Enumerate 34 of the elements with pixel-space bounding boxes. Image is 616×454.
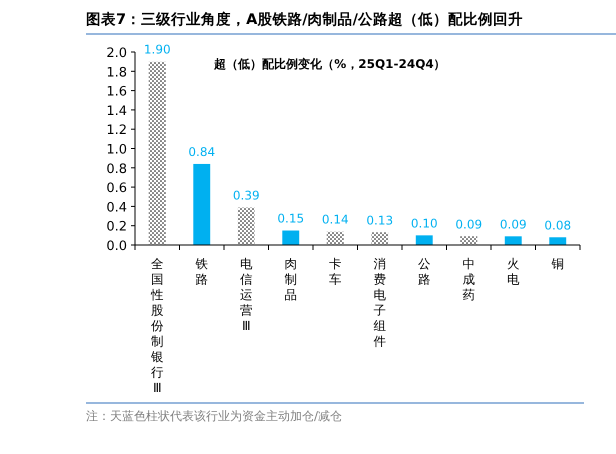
x-tick-label: 卡车 [328, 256, 342, 286]
y-tick-label: 0.4 [106, 200, 127, 216]
x-tick-label: 铜 [550, 256, 564, 271]
y-tick-label: 0.2 [106, 220, 127, 235]
y-tick-label: 1.8 [106, 65, 127, 80]
data-label: 0.10 [410, 216, 438, 230]
x-tick-label: 中成药 [462, 256, 476, 302]
data-label: 0.09 [500, 217, 527, 232]
x-tick-label: 铁路 [194, 256, 208, 286]
category-label: 全国性股份制银行Ⅲ [150, 256, 164, 395]
data-label: 0.09 [455, 217, 482, 232]
data-label: 0.15 [277, 212, 304, 226]
data-label: 0.13 [366, 213, 394, 228]
y-tick-label: 0.6 [106, 181, 127, 196]
y-tick-label: 0.0 [106, 239, 127, 254]
x-tick-label: 肉制品 [284, 256, 298, 302]
text: 超（低）配比例变化（%，25Q1-24Q4） [213, 57, 446, 71]
x-tick-label: 公路 [418, 256, 431, 286]
y-tick-label: 1.4 [106, 104, 127, 119]
data-label: 0.84 [188, 144, 216, 159]
x-tick-label: 电信运营Ⅲ [240, 256, 253, 333]
y-tick-label: 1.2 [106, 123, 127, 138]
y-tick-label: 1.0 [106, 142, 127, 158]
y-tick-label: 2.0 [106, 46, 127, 61]
data-label: 0.08 [544, 218, 572, 232]
data-label: 0.14 [322, 212, 349, 226]
data-label: 0.39 [232, 188, 260, 202]
chart-title: 图表7：三级行业角度，A股铁路/肉制品/公路超（低）配比例回升 [86, 10, 523, 28]
text: 注：天蓝色柱状代表该行业为资金主动加仓/减仓 [86, 409, 342, 423]
x-tick-label: 火电 [506, 256, 520, 286]
data-label: 1.90 [144, 42, 171, 57]
x-tick-label: 消费电子组件 [373, 256, 386, 348]
y-tick-label: 0.8 [106, 162, 127, 177]
y-tick-label: 1.6 [106, 84, 127, 100]
